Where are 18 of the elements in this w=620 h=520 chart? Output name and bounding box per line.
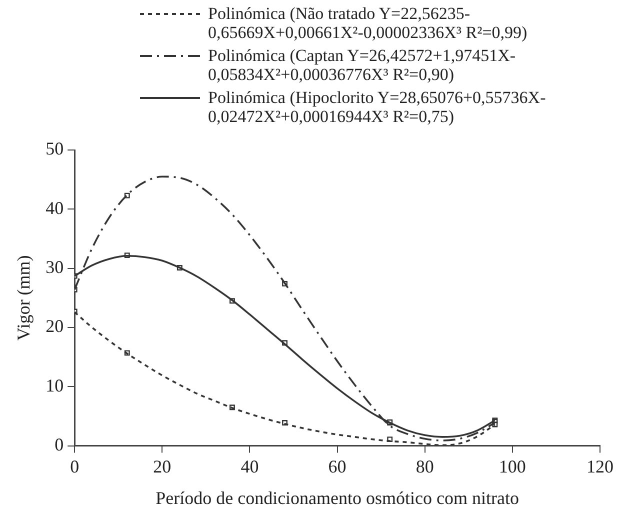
x-tick-label: 80 <box>416 456 434 476</box>
x-tick-label: 0 <box>70 456 80 476</box>
x-tick-label: 100 <box>498 456 526 476</box>
x-tick-label: 20 <box>153 456 172 476</box>
x-tick-label: 60 <box>328 456 346 476</box>
y-tick-label: 0 <box>54 434 64 455</box>
y-tick-label: 50 <box>46 138 64 159</box>
y-tick-label: 30 <box>46 257 64 278</box>
x-tick-label: 120 <box>586 456 614 476</box>
legend-label: Polinómica (Captan Y=26,42572+1,97451X-0,05834X²+0,00036776X³ R²=0,90) <box>208 46 517 84</box>
x-tick-label: 40 <box>240 456 259 476</box>
legend-label: Polinómica (Hipoclorito Y=28,65076+0,55736X-0,02472X²+0,00016944X³ R²=0,75) <box>208 88 547 126</box>
y-axis-title: Vigor (mm) <box>14 255 34 341</box>
legend-label: Polinómica (Não tratado Y=22,56235-0,65669X+0,00661X²-0,00002336X³ R²=0,99) <box>208 4 528 42</box>
y-tick-label: 40 <box>46 198 64 218</box>
y-tick-label: 10 <box>46 375 64 396</box>
y-tick-label: 20 <box>46 316 64 336</box>
x-axis-title: Período de condicionamento osmótico com nitrato <box>156 488 520 508</box>
